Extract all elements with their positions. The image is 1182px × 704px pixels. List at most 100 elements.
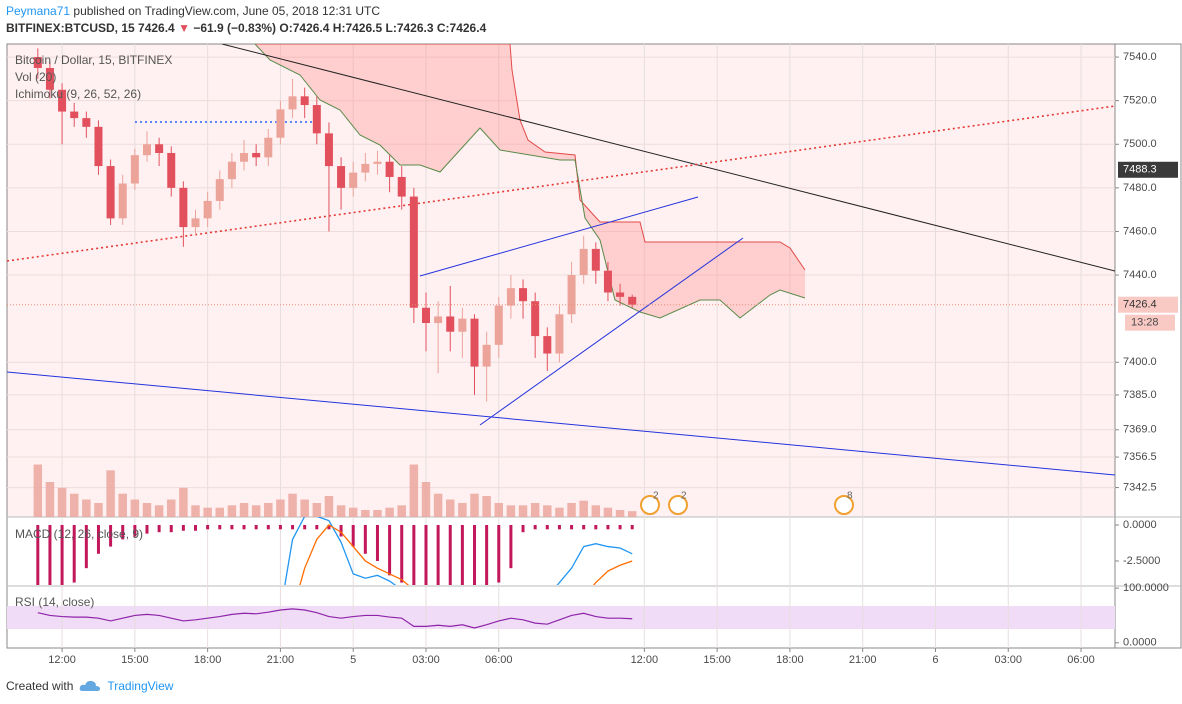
candle-body xyxy=(276,109,285,138)
candle-body xyxy=(106,166,115,219)
candle-body xyxy=(191,218,200,228)
macd-histogram xyxy=(230,525,234,530)
price-label-bg xyxy=(1118,296,1178,313)
macd-histogram xyxy=(594,525,598,530)
volume-bar xyxy=(106,470,115,517)
macd-histogram xyxy=(121,525,125,540)
macd-histogram xyxy=(630,525,634,530)
volume-bar xyxy=(154,505,164,517)
candle-body xyxy=(482,344,491,367)
volume-bar xyxy=(336,505,346,517)
x-tick-label: 06:00 xyxy=(1067,654,1095,666)
candle-body xyxy=(337,166,346,188)
macd-histogram xyxy=(72,525,76,583)
price-label: 7426.4 xyxy=(1123,299,1157,311)
y-tick-label: 7342.5 xyxy=(1123,481,1157,493)
candle-body xyxy=(421,307,430,324)
countdown-bg xyxy=(1125,314,1175,331)
y-tick-label: 100.0000 xyxy=(1123,582,1169,594)
volume-bar xyxy=(543,505,552,517)
candle-body xyxy=(409,196,418,308)
candle-body xyxy=(142,144,151,156)
macd-histogram xyxy=(412,525,416,585)
event-count: 2 xyxy=(681,491,687,502)
volume-bar xyxy=(470,493,479,517)
candle-body xyxy=(155,144,164,153)
volume-bar xyxy=(130,499,140,517)
macd-histogram xyxy=(96,525,100,554)
volume-bar xyxy=(409,464,419,517)
macd-histogram xyxy=(533,525,537,530)
macd-histogram xyxy=(278,525,282,530)
volume-bar xyxy=(518,505,528,517)
macd-histogram xyxy=(254,525,258,530)
macd-histogram xyxy=(218,525,222,530)
x-tick-label: 06:00 xyxy=(485,654,513,666)
candle-body xyxy=(82,118,91,127)
candle-body xyxy=(130,155,139,184)
macd-line xyxy=(299,524,633,585)
candle-body xyxy=(33,57,42,68)
symbol: BITFINEX:BTCUSD, 15 xyxy=(6,21,135,35)
trend-line xyxy=(419,196,699,277)
volume-bar xyxy=(567,503,576,517)
candle-body xyxy=(312,105,321,134)
volume-bar xyxy=(203,507,212,517)
x-tick-label: 15:00 xyxy=(121,654,149,666)
price-label: 7488.3 xyxy=(1123,164,1157,176)
volume-bar xyxy=(57,487,67,517)
candle-body xyxy=(446,316,455,332)
change: −61.9 (−0.83%) xyxy=(193,21,277,35)
candle-body xyxy=(349,172,358,188)
volume-bar xyxy=(264,503,273,517)
macd-histogram xyxy=(60,525,64,585)
volume-bar xyxy=(142,503,152,517)
x-tick-label: 12:00 xyxy=(631,654,659,666)
trend-line xyxy=(7,371,1115,476)
volume-bar xyxy=(324,496,334,517)
volume-bar xyxy=(458,503,467,517)
macd-histogram xyxy=(375,525,379,561)
cloud-edge xyxy=(255,44,806,271)
price-label-bg xyxy=(1118,161,1178,178)
candle-body xyxy=(361,163,370,173)
candle-body xyxy=(70,111,79,119)
candle-body xyxy=(385,161,394,177)
x-tick-label: 03:00 xyxy=(994,654,1022,666)
candle-body xyxy=(324,133,333,167)
candle-body xyxy=(58,89,67,112)
legend-title: Bitcoin / Dollar, 15, BITFINEX xyxy=(15,53,172,67)
candle-body xyxy=(458,318,467,332)
ohlc: C:7426.4 xyxy=(436,21,487,35)
macd-histogram xyxy=(194,525,198,531)
volume-bar xyxy=(94,503,103,517)
last: 7426.4 xyxy=(138,21,175,35)
macd-histogram xyxy=(157,525,161,533)
macd-histogram xyxy=(363,525,367,554)
volume-bar xyxy=(45,482,55,517)
symbol-line: BITFINEX:BTCUSD, 15 7426.4 ▼ −61.9 (−0.8… xyxy=(6,21,486,35)
created-with: Created with xyxy=(6,679,74,693)
price-marks xyxy=(33,48,637,517)
volume-bar xyxy=(433,493,443,517)
volume-bar xyxy=(312,503,322,517)
event-icon xyxy=(668,495,688,515)
brand[interactable]: TradingView xyxy=(107,679,174,693)
volume-bar xyxy=(603,507,613,517)
volume-bar xyxy=(591,505,601,517)
x-tick-label: 5 xyxy=(350,654,356,666)
macd-histogram xyxy=(169,525,173,533)
macd-histogram xyxy=(436,525,440,585)
macd-histogram xyxy=(582,525,586,530)
rsi-band xyxy=(7,606,1115,629)
y-tick-label: 7480.0 xyxy=(1123,182,1157,194)
macd-histogram xyxy=(485,525,489,585)
volume-bar xyxy=(627,511,637,517)
logo xyxy=(80,680,101,691)
author[interactable]: Peymana71 xyxy=(6,4,71,18)
volume-bar xyxy=(373,510,382,517)
volume-bar xyxy=(179,487,188,517)
x-tick-label: 18:00 xyxy=(194,654,222,666)
macd-histogram xyxy=(400,525,404,583)
candle-body xyxy=(470,318,479,367)
